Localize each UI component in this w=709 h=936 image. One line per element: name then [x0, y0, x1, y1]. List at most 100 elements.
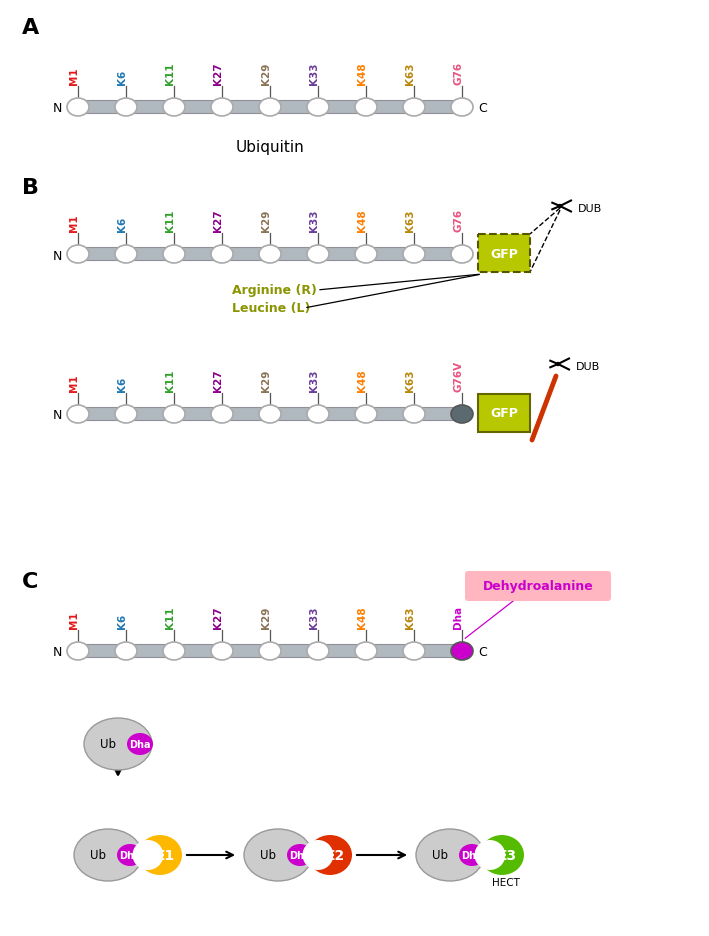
Text: K29: K29 [261, 210, 271, 232]
Text: K29: K29 [261, 606, 271, 628]
Text: K63: K63 [405, 63, 415, 85]
Text: K27: K27 [213, 63, 223, 85]
Text: Leucine (L): Leucine (L) [232, 302, 311, 315]
Ellipse shape [115, 99, 137, 117]
Text: K33: K33 [309, 369, 319, 391]
Text: A: A [22, 18, 39, 38]
Ellipse shape [557, 363, 559, 366]
Text: K33: K33 [309, 606, 319, 628]
Text: E1: E1 [156, 848, 175, 862]
Ellipse shape [211, 99, 233, 117]
Ellipse shape [211, 642, 233, 660]
Ellipse shape [474, 841, 506, 870]
Ellipse shape [307, 99, 329, 117]
Text: Ub: Ub [432, 849, 448, 861]
Ellipse shape [259, 405, 281, 424]
Ellipse shape [67, 405, 89, 424]
Ellipse shape [459, 844, 485, 866]
Text: Ubiquitin: Ubiquitin [235, 139, 304, 154]
Text: N: N [52, 249, 62, 262]
FancyBboxPatch shape [465, 571, 611, 601]
Text: K11: K11 [165, 606, 175, 628]
Text: K6: K6 [117, 216, 127, 232]
Ellipse shape [259, 642, 281, 660]
Text: G76: G76 [453, 62, 463, 85]
Text: K27: K27 [213, 209, 223, 232]
Ellipse shape [138, 835, 182, 875]
Ellipse shape [115, 642, 137, 660]
Ellipse shape [133, 841, 163, 870]
Text: K63: K63 [405, 369, 415, 391]
Text: K48: K48 [357, 63, 367, 85]
Ellipse shape [403, 246, 425, 264]
Text: K27: K27 [213, 606, 223, 628]
Text: DUB: DUB [576, 361, 601, 372]
Ellipse shape [307, 246, 329, 264]
Text: DUB: DUB [578, 204, 602, 213]
Text: G76V: G76V [453, 360, 463, 391]
Text: K11: K11 [165, 369, 175, 391]
Ellipse shape [163, 642, 185, 660]
Text: K63: K63 [405, 210, 415, 232]
Ellipse shape [403, 99, 425, 117]
FancyBboxPatch shape [76, 408, 464, 421]
Ellipse shape [67, 99, 89, 117]
Text: K48: K48 [357, 209, 367, 232]
FancyBboxPatch shape [76, 645, 464, 658]
Ellipse shape [307, 642, 329, 660]
Text: K6: K6 [117, 376, 127, 391]
Ellipse shape [127, 733, 153, 755]
Ellipse shape [451, 246, 473, 264]
Ellipse shape [451, 405, 473, 424]
Ellipse shape [480, 835, 524, 875]
Text: N: N [52, 102, 62, 115]
Text: N: N [52, 409, 62, 422]
Text: M1: M1 [69, 67, 79, 85]
Ellipse shape [303, 841, 333, 870]
Text: K48: K48 [357, 369, 367, 391]
Ellipse shape [211, 246, 233, 264]
Text: C: C [22, 571, 38, 592]
Text: Ub: Ub [259, 849, 276, 861]
Ellipse shape [163, 246, 185, 264]
Text: Arginine (R): Arginine (R) [232, 285, 317, 298]
Text: G76: G76 [453, 209, 463, 232]
Text: Dha: Dha [453, 606, 463, 628]
Text: M1: M1 [69, 374, 79, 391]
Ellipse shape [355, 99, 377, 117]
Ellipse shape [259, 99, 281, 117]
Text: K29: K29 [261, 63, 271, 85]
Text: M1: M1 [69, 610, 79, 628]
Text: Dehydroalanine: Dehydroalanine [483, 580, 593, 592]
Ellipse shape [416, 829, 484, 881]
Text: K33: K33 [309, 63, 319, 85]
Text: K27: K27 [213, 369, 223, 391]
Text: Dha: Dha [289, 850, 311, 860]
Text: Dha: Dha [119, 850, 141, 860]
Text: Dha: Dha [129, 739, 151, 749]
Ellipse shape [259, 246, 281, 264]
Text: Ub: Ub [100, 738, 116, 751]
Text: Dha: Dha [462, 850, 483, 860]
Text: GFP: GFP [490, 407, 518, 420]
Ellipse shape [163, 405, 185, 424]
Text: Ub: Ub [90, 849, 106, 861]
Ellipse shape [403, 405, 425, 424]
FancyBboxPatch shape [76, 101, 464, 114]
Ellipse shape [308, 835, 352, 875]
Text: E3: E3 [498, 848, 517, 862]
Ellipse shape [307, 405, 329, 424]
Ellipse shape [559, 205, 562, 209]
FancyBboxPatch shape [76, 248, 464, 261]
Ellipse shape [74, 829, 142, 881]
Text: K6: K6 [117, 69, 127, 85]
Ellipse shape [355, 642, 377, 660]
Ellipse shape [67, 642, 89, 660]
Text: K63: K63 [405, 606, 415, 628]
Text: K33: K33 [309, 210, 319, 232]
Ellipse shape [403, 642, 425, 660]
Ellipse shape [115, 246, 137, 264]
Ellipse shape [451, 99, 473, 117]
Ellipse shape [355, 405, 377, 424]
Text: K11: K11 [165, 63, 175, 85]
